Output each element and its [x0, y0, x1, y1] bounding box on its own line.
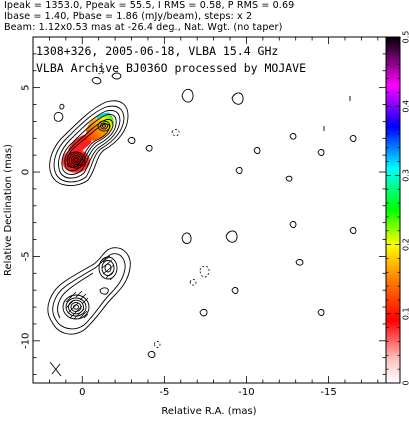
colorbar-ticks — [386, 36, 400, 384]
beam-marker — [49, 361, 62, 377]
colorbar — [385, 36, 401, 384]
polarized-intensity-contours — [47, 221, 357, 358]
intensity-contours — [49, 72, 357, 186]
y-tick-label: -10 — [21, 333, 32, 349]
y-tick-label: -5 — [21, 251, 32, 261]
y-axis-tick-labels: 5 0 -5 -10 — [21, 84, 32, 349]
y-tick-label: 0 — [21, 169, 32, 175]
x-tick-label: -10 — [238, 387, 254, 398]
y-tick-label: 5 — [21, 84, 32, 90]
colorbar-tick-label: 0.4 — [402, 100, 409, 113]
x-axis-ticks — [49, 37, 379, 383]
y-axis-ticks — [33, 53, 386, 375]
jet-color-fill — [68, 134, 92, 155]
colorbar-tick-label: 0.2 — [402, 238, 409, 251]
colorbar-tick-label: 0.1 — [402, 307, 409, 320]
header-line-1: Ipeak = 1353.0, Ppeak = 55.5, I RMS = 0.… — [4, 0, 295, 11]
y-axis-title: Relative Declination (mas) — [3, 144, 14, 276]
knot-color-edge — [96, 112, 111, 120]
negative-contours-upper — [95, 67, 180, 137]
colorbar-tick-label: 0.3 — [402, 169, 409, 182]
negative-contours-lower — [153, 265, 210, 348]
header-line-3: Beam: 1.12x0.53 mas at -26.4 deg., Nat. … — [4, 22, 283, 33]
colorbar-tick-labels: 0 0.1 0.2 0.3 0.4 0.5 — [402, 31, 409, 386]
plot-subtitle: VLBA Archive BJ036O processed by MOJAVE — [36, 61, 306, 75]
total-intensity-map — [49, 67, 357, 186]
plot-frame — [32, 36, 387, 384]
x-tick-label: 0 — [79, 387, 85, 398]
x-tick-label: -15 — [320, 387, 336, 398]
polarization-vectors — [65, 255, 115, 320]
x-tick-label: -5 — [159, 387, 169, 398]
colorbar-tick-label: 0 — [402, 380, 409, 385]
plot-title: 1308+326, 2005-06-18, VLBA 15.4 GHz — [36, 44, 278, 58]
colorbar-tick-label: 0.5 — [402, 31, 409, 44]
header-line-2: Ibase = 1.40, Pbase = 1.86 (mJy/beam), s… — [4, 11, 253, 22]
x-axis-title: Relative R.A. (mas) — [161, 406, 256, 417]
x-axis-tick-labels: 0 -5 -10 -15 — [79, 387, 337, 398]
